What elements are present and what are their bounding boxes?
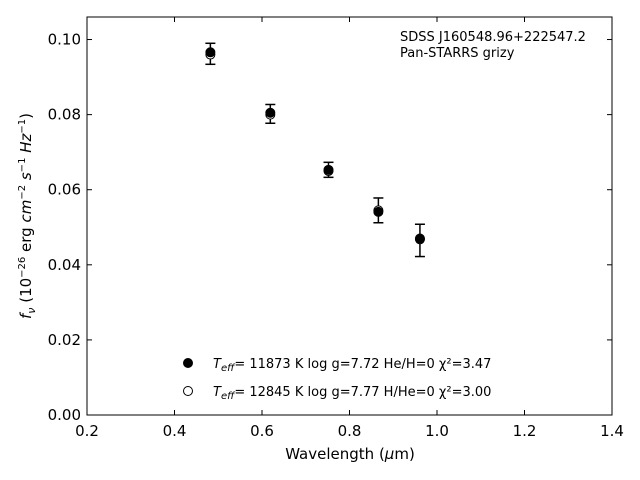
y-tick-label: 0.02: [48, 331, 81, 349]
y-tick-label: 0.10: [48, 31, 81, 49]
data-point-filled: [205, 47, 216, 58]
y-tick-label: 0.00: [48, 406, 81, 424]
x-tick-label: 1.4: [600, 422, 624, 440]
x-axis-label: Wavelength (μm): [285, 445, 415, 463]
x-tick-label: 1.0: [425, 422, 449, 440]
x-tick-label: 0.2: [75, 422, 99, 440]
legend-label: Teff= 12845 K log g=7.77 H/He=0 χ²=3.00: [213, 385, 491, 402]
y-axis-label: fν (10−26 erg cm−2 s−1 Hz−1): [17, 113, 38, 319]
y-tick-label: 0.08: [48, 106, 81, 124]
plot-area: [205, 42, 425, 258]
data-point-filled: [373, 206, 384, 217]
x-tick-label: 0.4: [163, 422, 187, 440]
legend-marker-open: [183, 386, 193, 396]
x-tick-label: 0.8: [338, 422, 362, 440]
y-tick-label: 0.06: [48, 181, 81, 199]
legend: Teff= 11873 K log g=7.72 He/H=0 χ²=3.47 T…: [183, 357, 491, 402]
y-axis-ticks: 0.00 0.02 0.04 0.06 0.08 0.10: [48, 31, 612, 424]
data-point-filled: [414, 233, 425, 244]
annotation-line-2: Pan-STARRS grizy: [400, 46, 515, 61]
x-tick-label: 0.6: [250, 422, 274, 440]
x-tick-label: 1.2: [513, 422, 537, 440]
legend-label: Teff= 11873 K log g=7.72 He/H=0 χ²=3.47: [213, 357, 491, 374]
data-point-filled: [323, 164, 334, 175]
annotation-line-1: SDSS J160548.96+222547.2: [400, 30, 586, 45]
y-tick-label: 0.04: [48, 256, 81, 274]
x-axis-ticks: 0.2 0.4 0.6 0.8 1.0 1.2 1.4: [75, 17, 624, 440]
legend-marker-filled: [183, 358, 193, 368]
data-point-filled: [265, 107, 276, 118]
